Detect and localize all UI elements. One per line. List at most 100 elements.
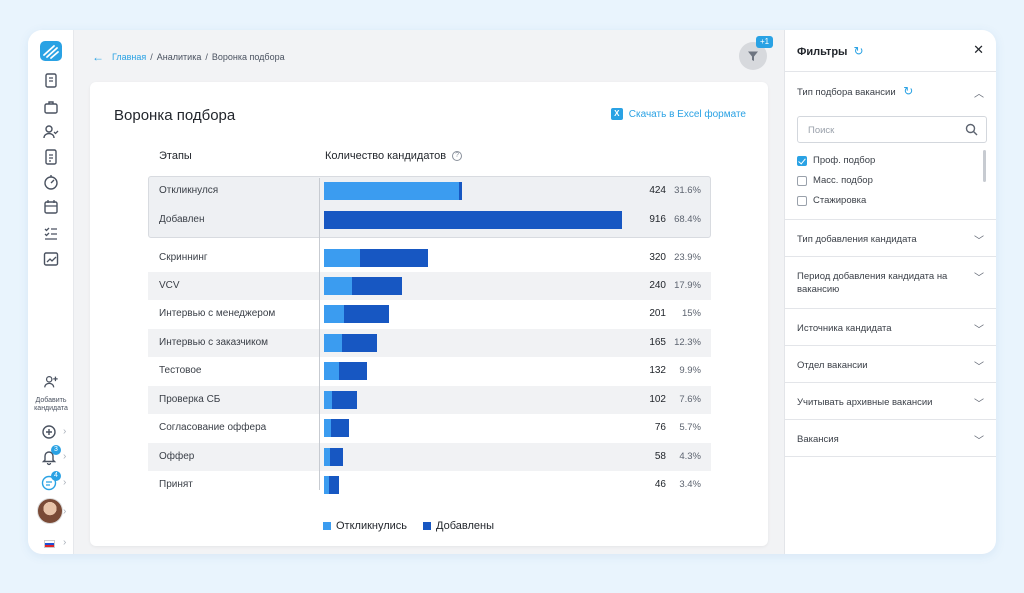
checkbox[interactable] [797, 155, 807, 166]
bar-segment-added[interactable] [342, 334, 377, 352]
filter-section-title[interactable]: Тип подбора вакансии ↻ [797, 85, 962, 99]
stage-bar[interactable] [324, 305, 389, 323]
filters-title-text: Фильтры [797, 46, 848, 58]
chevron-right-icon: › [63, 426, 67, 437]
bar-segment-responded[interactable] [324, 182, 459, 200]
chevron-down-icon[interactable]: ﹀ [974, 325, 984, 336]
bar-segment-added[interactable] [339, 362, 367, 380]
excel-download-link[interactable]: X Скачать в Excel формате [610, 108, 746, 120]
stage-bar[interactable] [324, 419, 349, 437]
filter-section-title: Период добавления кандидата на вакансию [797, 271, 948, 295]
add-candidate-button[interactable]: Добавить кандидата [28, 374, 74, 413]
funnel-analytics-icon[interactable] [42, 173, 60, 191]
column-header-stages: Этапы [159, 150, 192, 162]
breadcrumb-home[interactable]: Главная [112, 52, 147, 62]
documents-icon[interactable] [42, 72, 60, 90]
bar-segment-added[interactable] [352, 277, 402, 295]
filter-option-checkbox[interactable]: Масс. подбор [797, 175, 873, 186]
bar-segment-responded[interactable] [324, 448, 330, 466]
stage-bar[interactable] [324, 362, 367, 380]
filter-section[interactable]: Источника кандидата ﹀ [785, 309, 996, 346]
filter-section[interactable]: Учитывать архивные вакансии ﹀ [785, 383, 996, 420]
funnel-row: Скриннинг 320 23.9% [148, 244, 711, 272]
stage-bar[interactable] [324, 334, 377, 352]
chevron-down-icon[interactable]: ﹀ [974, 399, 984, 410]
language-flag-icon[interactable] [44, 540, 55, 548]
app-logo[interactable] [40, 41, 62, 61]
notifications-menu[interactable]: 3 › [28, 444, 74, 472]
bar-segment-responded[interactable] [324, 391, 332, 409]
filter-option-checkbox[interactable]: Проф. подбор [797, 155, 875, 166]
stage-name: Проверка СБ [159, 394, 221, 405]
bar-segment-responded[interactable] [324, 419, 331, 437]
checkbox[interactable] [797, 175, 807, 186]
reset-section-icon[interactable]: ↻ [903, 84, 914, 98]
stage-bar[interactable] [324, 391, 357, 409]
bar-segment-responded[interactable] [324, 334, 342, 352]
close-filters-button[interactable]: ✕ [973, 42, 984, 57]
filter-section-selection-type: Тип подбора вакансии ↻ ︿ Поиск Проф. под… [785, 72, 996, 220]
bar-segment-added[interactable] [330, 448, 343, 466]
stage-bar[interactable] [324, 211, 622, 229]
chevron-up-icon[interactable]: ︿ [974, 89, 984, 100]
bar-segment-responded[interactable] [324, 249, 360, 267]
bar-segment-added[interactable] [324, 211, 622, 229]
checkbox[interactable] [797, 195, 807, 206]
filter-section[interactable]: Вакансия ﹀ [785, 420, 996, 457]
candidates-icon[interactable] [42, 123, 60, 141]
options-scrollbar[interactable] [983, 150, 986, 182]
stage-count: 132 [649, 365, 666, 376]
bar-segment-added[interactable] [332, 391, 357, 409]
calendar-icon[interactable] [42, 198, 60, 216]
stage-bar[interactable] [324, 249, 428, 267]
filter-option-label: Масс. подбор [813, 175, 873, 186]
bar-segment-responded[interactable] [324, 277, 352, 295]
bar-segment-responded[interactable] [324, 476, 329, 494]
stage-percent: 5.7% [679, 422, 701, 433]
messages-menu[interactable]: 4 › [28, 470, 74, 498]
chevron-down-icon[interactable]: ﹀ [974, 273, 984, 284]
filter-search-placeholder: Поиск [808, 125, 835, 136]
bar-segment-added[interactable] [360, 249, 428, 267]
back-arrow-icon[interactable]: ← [92, 50, 104, 64]
bar-segment-responded[interactable] [324, 362, 339, 380]
stage-bar[interactable] [324, 277, 402, 295]
bar-segment-added[interactable] [344, 305, 389, 323]
filter-section[interactable]: Отдел вакансии ﹀ [785, 346, 996, 383]
stage-percent: 3.4% [679, 479, 701, 490]
breadcrumb-analytics[interactable]: Аналитика [156, 52, 202, 62]
stage-bar[interactable] [324, 476, 339, 494]
stage-bar[interactable] [324, 182, 462, 200]
stage-percent: 17.9% [674, 280, 701, 291]
filter-section-title-text: Тип подбора вакансии [797, 87, 896, 98]
chevron-down-icon[interactable]: ﹀ [974, 362, 984, 373]
help-icon[interactable]: ? [452, 151, 463, 161]
filter-section[interactable]: Период добавления кандидата на вакансию ﹀ [785, 257, 996, 309]
stage-name: Добавлен [159, 214, 205, 225]
funnel-row: Откликнулся 424 31.6% [148, 177, 711, 205]
search-icon [965, 123, 978, 136]
stage-bar[interactable] [324, 448, 343, 466]
breadcrumb: ← Главная / Аналитика / Воронка подбора [92, 50, 285, 64]
chevron-down-icon[interactable]: ﹀ [974, 236, 984, 247]
bar-segment-added[interactable] [329, 476, 339, 494]
filter-option-checkbox[interactable]: Стажировка [797, 195, 866, 206]
funnel-row: VCV 240 17.9% [148, 272, 711, 300]
stage-name: Интервью с менеджером [159, 308, 276, 319]
bar-segment-responded[interactable] [324, 305, 344, 323]
bar-segment-added[interactable] [331, 419, 349, 437]
filter-section[interactable]: Тип добавления кандидата ﹀ [785, 220, 996, 257]
chart-icon[interactable] [42, 250, 60, 268]
reset-filters-icon[interactable]: ↻ [853, 44, 864, 58]
briefcase-icon[interactable] [42, 98, 60, 116]
chart-legend: Откликнулись Добавлены [323, 520, 494, 532]
report-icon[interactable] [42, 148, 60, 166]
avatar[interactable] [37, 498, 63, 524]
stage-count: 201 [649, 308, 666, 319]
filter-search-input[interactable]: Поиск [797, 116, 987, 143]
chevron-down-icon[interactable]: ﹀ [974, 436, 984, 447]
create-menu[interactable]: › [28, 419, 74, 447]
bar-segment-added[interactable] [459, 182, 462, 200]
column-header-count-label: Количество кандидатов [325, 150, 447, 162]
tasks-icon[interactable] [42, 224, 60, 242]
